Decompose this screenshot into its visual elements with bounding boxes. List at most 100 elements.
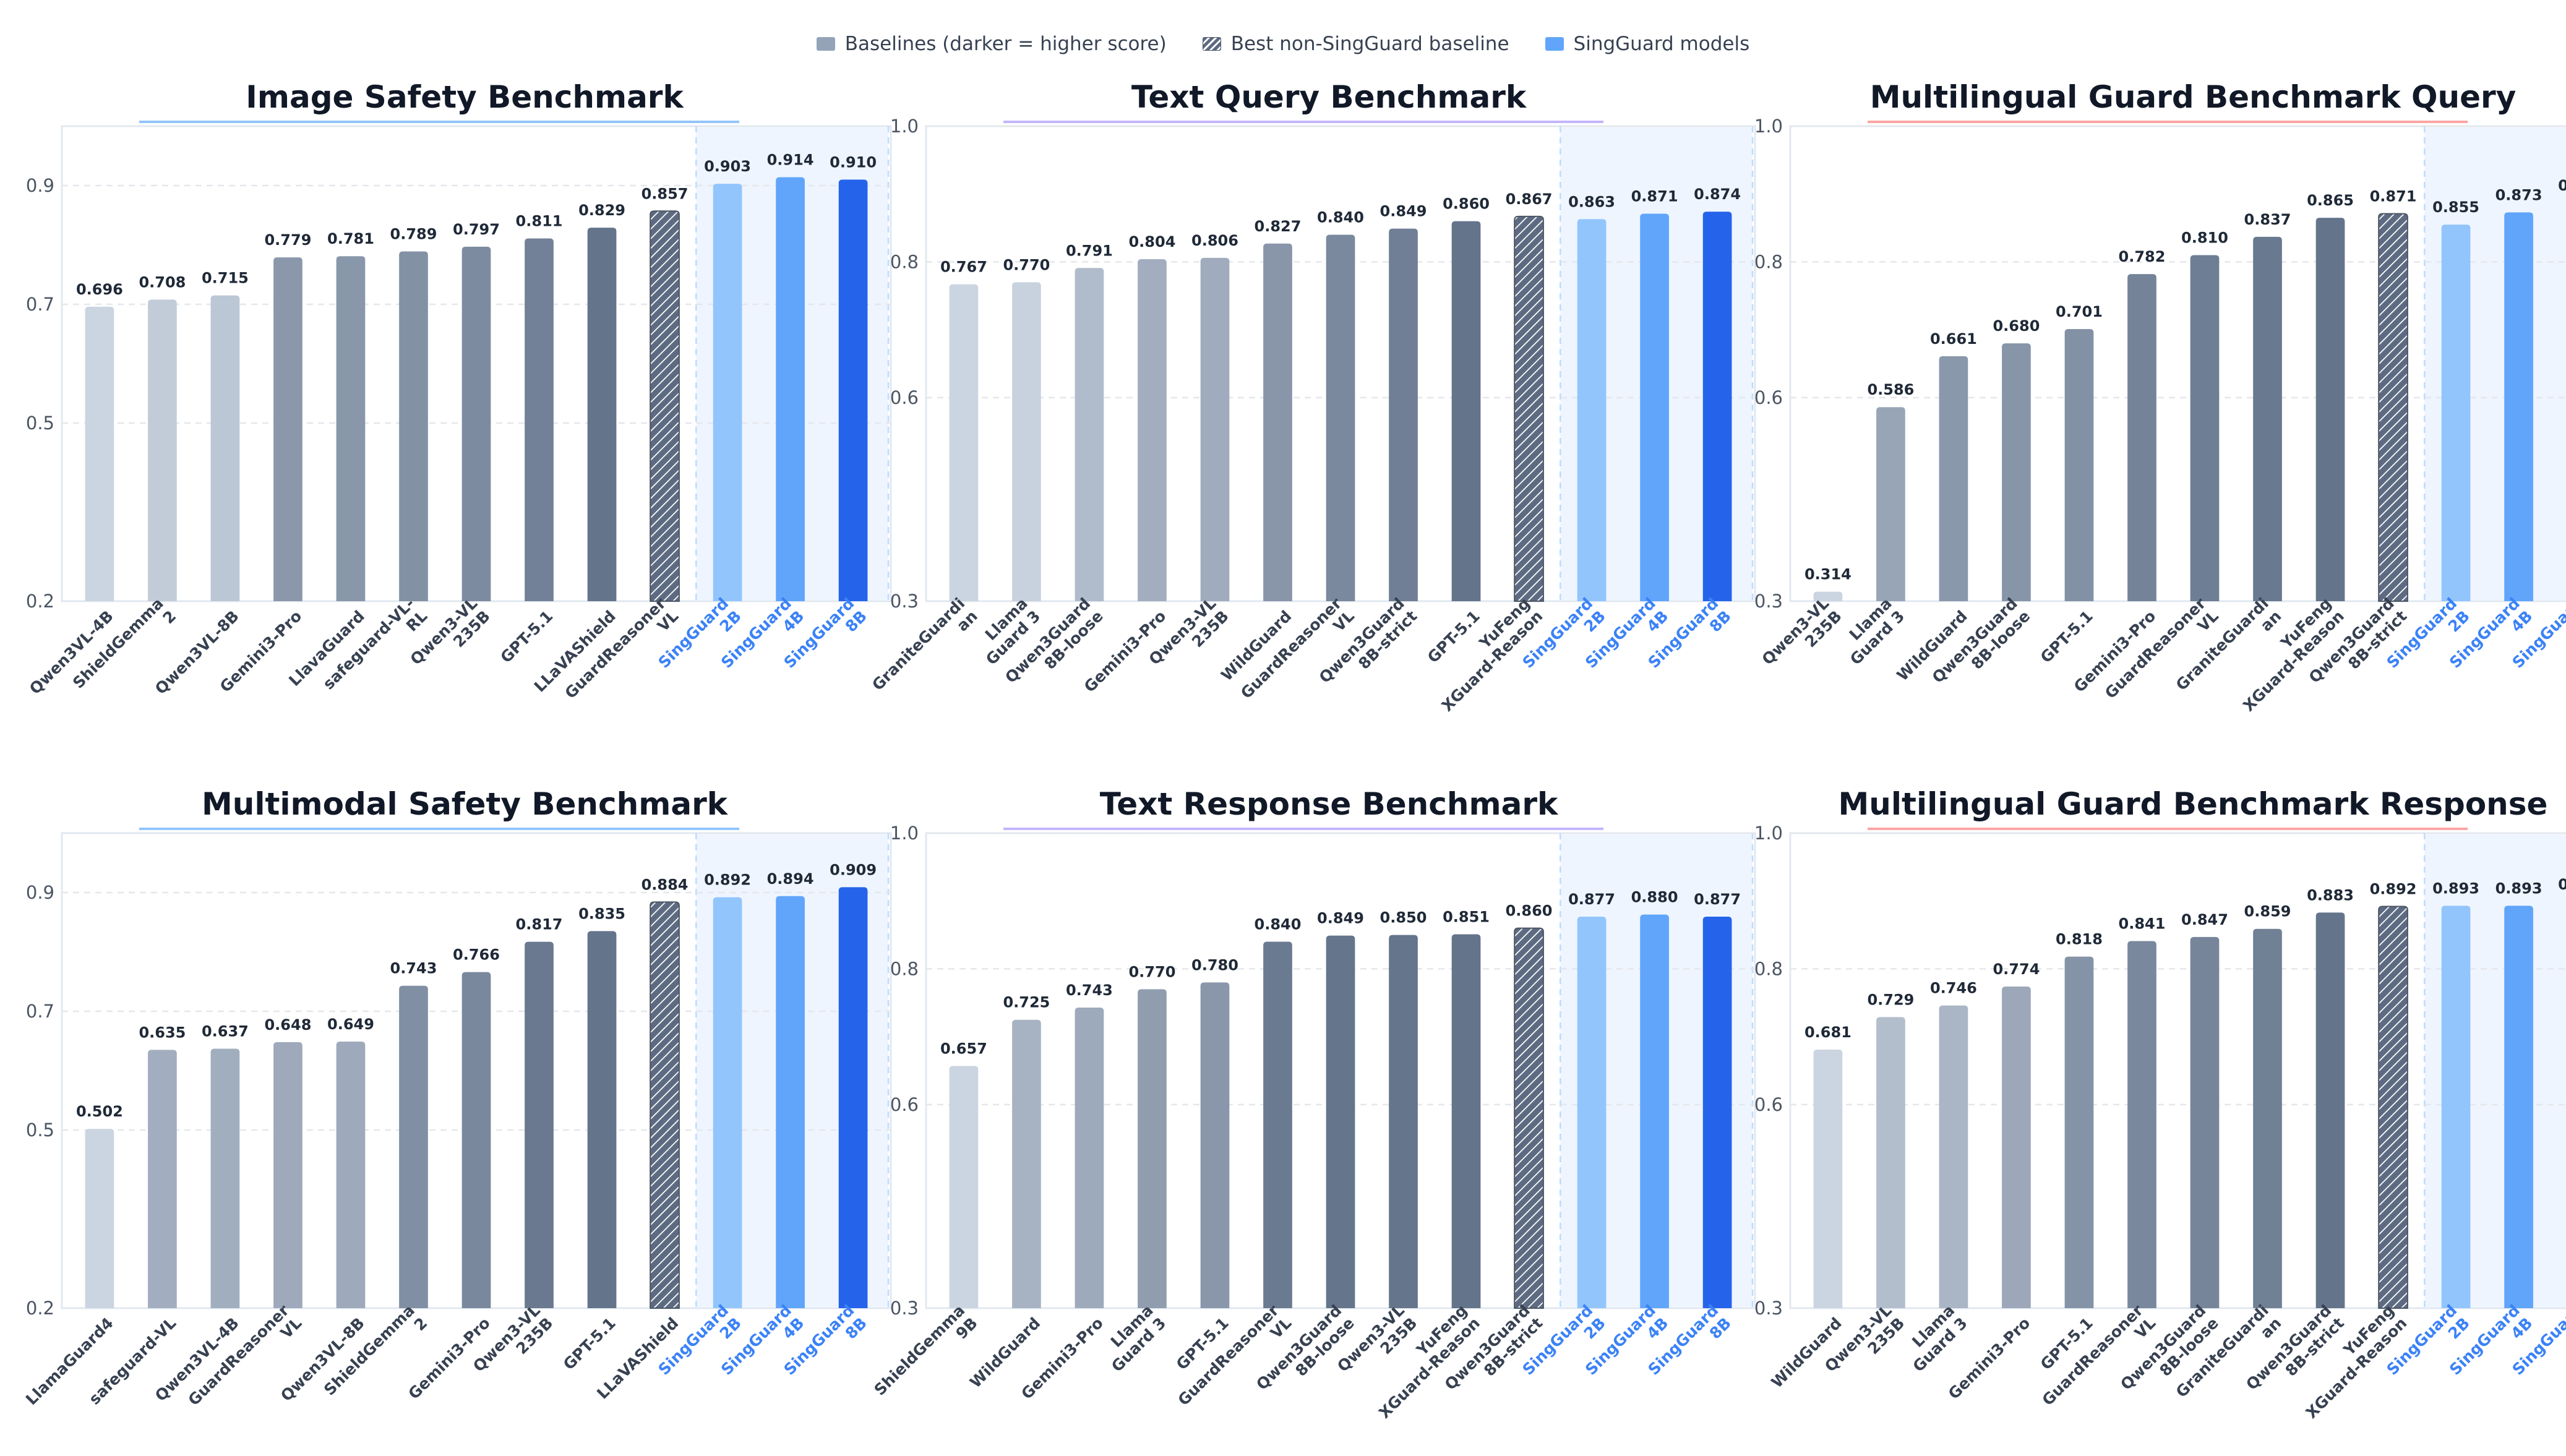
x-tick-label: Qwen3-VL235B xyxy=(470,1301,556,1388)
bar xyxy=(148,1050,177,1308)
value-label: 0.770 xyxy=(1003,256,1050,273)
y-tick-label: 0.8 xyxy=(890,251,919,272)
legend-label-baselines: Baselines (darker = higher score) xyxy=(844,33,1167,55)
y-tick-label: 0.6 xyxy=(1754,387,1783,408)
value-label: 0.586 xyxy=(1867,381,1914,398)
bar xyxy=(587,931,617,1308)
value-label: 0.884 xyxy=(642,876,689,893)
bar xyxy=(2253,236,2282,601)
bar xyxy=(1577,219,1607,601)
bar xyxy=(1326,234,1355,601)
bar xyxy=(525,238,554,601)
chart-title: Text Query Benchmark xyxy=(1131,79,1527,115)
value-label: 0.818 xyxy=(2056,931,2103,948)
y-tick-label: 1.0 xyxy=(1754,823,1783,844)
bar xyxy=(1075,268,1104,601)
value-label: 0.847 xyxy=(2181,911,2228,928)
value-label: 0.806 xyxy=(1191,232,1238,249)
bar xyxy=(2190,255,2220,601)
bar xyxy=(1640,213,1669,601)
chart-title: Image Safety Benchmark xyxy=(246,79,684,115)
bar xyxy=(1326,935,1355,1308)
value-label: 0.865 xyxy=(2307,192,2354,209)
value-label: 0.680 xyxy=(1993,317,2040,335)
value-label: 0.746 xyxy=(1930,980,1977,997)
value-label: 0.851 xyxy=(1443,908,1490,925)
chart-svg-image-safety: 0.20.50.70.90.696Qwen3VL-4B0.708ShieldGe… xyxy=(26,121,892,702)
legend-item-best-baseline: Best non-SingGuard baseline xyxy=(1202,33,1509,55)
bar xyxy=(2441,906,2471,1308)
x-tick-label-line: GPT-5.1 xyxy=(497,607,556,666)
bar xyxy=(838,179,868,601)
bar xyxy=(2127,274,2156,602)
bar xyxy=(650,210,680,602)
y-tick-label: 1.0 xyxy=(1754,116,1783,137)
bar xyxy=(1263,243,1292,601)
y-tick-label: 1.0 xyxy=(890,823,919,844)
chart-title: Multilingual Guard Benchmark Query xyxy=(1869,79,2517,115)
value-label: 0.635 xyxy=(139,1024,186,1041)
value-label: 0.791 xyxy=(1066,242,1113,259)
y-tick-label: 1.0 xyxy=(890,116,919,137)
x-tick-label: GPT-5.1 xyxy=(1424,607,1483,666)
y-tick-label: 0.2 xyxy=(26,591,54,612)
value-label: 0.810 xyxy=(2181,229,2228,246)
chart-svg-text-query: 0.30.60.81.00.767GraniteGuardian0.770Lla… xyxy=(869,116,1756,715)
bar xyxy=(1577,916,1607,1308)
bar xyxy=(273,1042,303,1308)
y-tick-label: 0.8 xyxy=(1754,958,1783,979)
bar xyxy=(461,972,491,1308)
legend-label-singguard: SingGuard models xyxy=(1573,33,1750,55)
x-tick-label: Qwen3-VL235B xyxy=(1334,1301,1420,1388)
value-label: 0.314 xyxy=(1804,566,1852,583)
value-label: 0.502 xyxy=(76,1103,123,1120)
y-tick-label: 0.9 xyxy=(26,175,54,196)
x-tick-label: LlamaGuard 3 xyxy=(1834,594,1908,669)
bar xyxy=(85,306,114,601)
x-tick-label: LlamaGuard 3 xyxy=(1095,1301,1169,1376)
bar xyxy=(1939,1005,1968,1308)
bar xyxy=(2504,212,2533,601)
value-label: 0.715 xyxy=(202,270,249,287)
value-label: 0.743 xyxy=(390,960,437,977)
bar xyxy=(2002,986,2031,1308)
chart-svg-text-response: 0.30.60.81.00.657ShieldGemma9B0.725WildG… xyxy=(870,823,1756,1422)
y-tick-label: 0.7 xyxy=(26,294,54,315)
value-label: 0.797 xyxy=(453,221,500,238)
legend-swatch-best-baseline xyxy=(1202,37,1221,51)
chart-panel-image-safety: Image Safety Benchmark 0.2 0.5 0.7 0.9 0.696… xyxy=(26,79,892,725)
value-label: 0.841 xyxy=(2119,915,2166,932)
legend-swatch-singguard xyxy=(1545,37,1564,51)
bar xyxy=(2441,225,2471,601)
value-label: 0.892 xyxy=(2370,880,2417,897)
value-label: 0.804 xyxy=(1128,233,1175,251)
value-label: 0.892 xyxy=(704,871,751,889)
legend-item-singguard: SingGuard models xyxy=(1545,33,1750,55)
value-label: 0.910 xyxy=(830,153,877,171)
value-label: 0.850 xyxy=(1380,909,1427,927)
bar xyxy=(1012,282,1041,601)
bar xyxy=(210,295,240,601)
value-label: 0.893 xyxy=(2432,880,2479,897)
chart-panel-multilingual-query: Multilingual Guard Benchmark Query 0.3 0.… xyxy=(1754,79,2566,725)
legend-label-best-baseline: Best non-SingGuard baseline xyxy=(1230,33,1509,55)
value-label: 0.871 xyxy=(1631,188,1678,205)
value-label: 0.860 xyxy=(1443,195,1490,213)
x-tick-label: LlamaGuard 3 xyxy=(1897,1301,1971,1376)
chart-svg-multimodal-safety: 0.20.50.70.90.502LlamaGuard40.635safegua… xyxy=(22,828,892,1409)
chart-panel-text-query: Text Query Benchmark 0.3 0.6 0.8 1.0 0.767 Gr… xyxy=(869,79,1756,725)
y-tick-label: 0.7 xyxy=(26,1001,54,1022)
value-label: 0.681 xyxy=(1804,1024,1852,1041)
bar xyxy=(587,228,617,601)
bar xyxy=(2315,218,2345,602)
value-label: 0.829 xyxy=(578,202,625,219)
bar xyxy=(525,941,554,1308)
value-label: 0.877 xyxy=(1568,891,1615,908)
x-tick-label-line: GPT-5.1 xyxy=(2037,607,2096,666)
y-tick-label: 0.9 xyxy=(26,882,54,903)
value-label: 0.649 xyxy=(327,1016,374,1033)
x-tick-label: GPT-5.1 xyxy=(2037,607,2096,666)
value-label: 0.779 xyxy=(264,231,311,249)
value-label: 0.782 xyxy=(2119,248,2166,265)
x-tick-label: GPT-5.1 xyxy=(497,607,556,666)
